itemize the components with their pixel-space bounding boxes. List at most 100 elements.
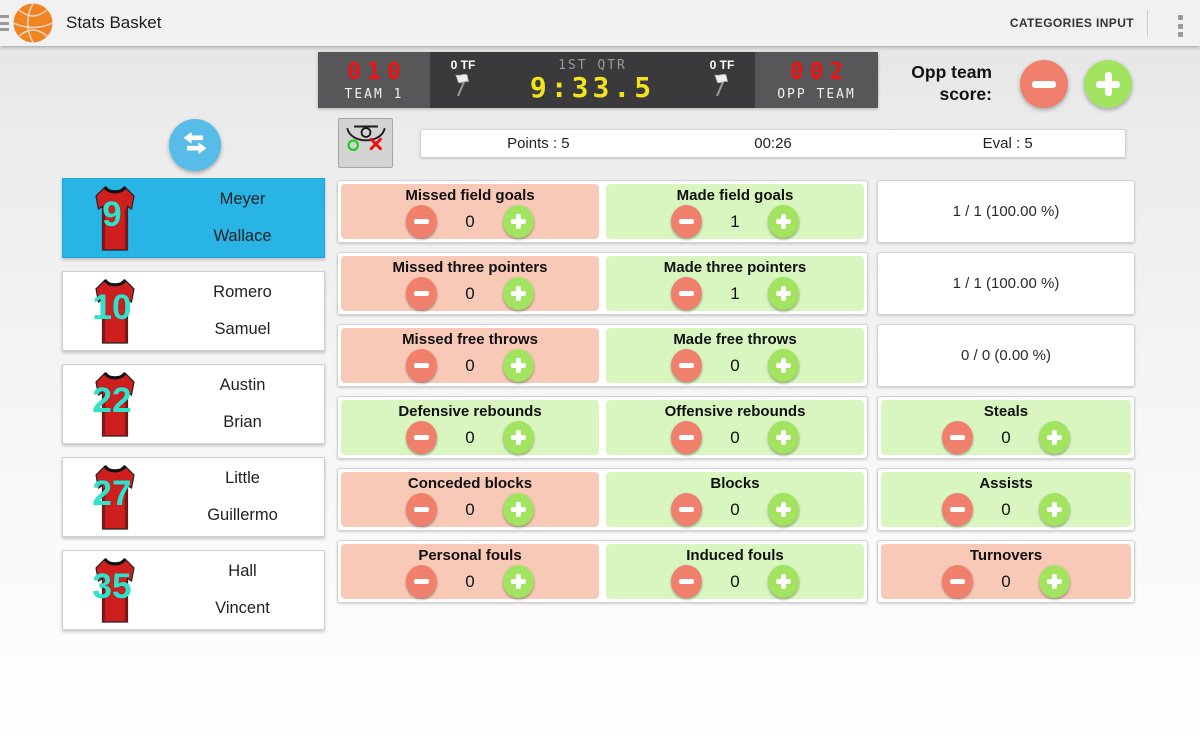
stat-value: 1 — [730, 283, 740, 303]
away-flag-icon — [711, 72, 733, 102]
stat-cell-steals[interactable]: Steals 0 — [881, 400, 1131, 455]
decrement-button[interactable] — [406, 349, 437, 382]
jersey-number: 22 — [92, 381, 132, 420]
menu-icon[interactable] — [0, 15, 9, 35]
decrement-button[interactable] — [671, 421, 702, 454]
increment-button[interactable] — [503, 565, 534, 598]
minus-icon — [679, 435, 694, 440]
stat-cell-missed-field-goals[interactable]: Missed field goals 0 — [341, 184, 599, 239]
increment-button[interactable] — [503, 349, 534, 382]
opp-score-decrement-button[interactable] — [1020, 60, 1068, 108]
decrement-button[interactable] — [671, 493, 702, 526]
decrement-button[interactable] — [406, 493, 437, 526]
increment-button[interactable] — [503, 277, 534, 310]
stat-cell-induced-fouls[interactable]: Induced fouls 0 — [606, 544, 864, 599]
player-card[interactable]: 35 Hall Vincent — [62, 550, 325, 630]
stat-cell-offensive-rebounds[interactable]: Offensive rebounds 0 — [606, 400, 864, 455]
increment-button[interactable] — [768, 205, 799, 238]
stat-label: Offensive rebounds — [664, 403, 806, 420]
scoreboard-away-panel: 002 OPP TEAM — [755, 52, 878, 108]
stat-side-group: Assists 0 — [877, 468, 1135, 531]
stat-summary: 0 / 0 (0.00 %) — [877, 324, 1135, 387]
decrement-button[interactable] — [942, 565, 973, 598]
shot-chart-button[interactable] — [338, 118, 393, 168]
stat-controls: 0 — [881, 421, 1131, 454]
player-last-name: Little — [225, 469, 260, 487]
decrement-button[interactable] — [671, 349, 702, 382]
increment-button[interactable] — [768, 277, 799, 310]
jersey-number: 27 — [92, 474, 132, 513]
minus-icon — [950, 579, 965, 584]
minus-icon — [679, 219, 694, 224]
stat-value: 0 — [1001, 571, 1011, 591]
stat-summary: 1 / 1 (100.00 %) — [877, 252, 1135, 315]
stat-cell-turnovers[interactable]: Turnovers 0 — [881, 544, 1131, 599]
stat-cell-group: Personal fouls 0 Induced fouls 0 — [337, 540, 868, 603]
increment-button[interactable] — [768, 565, 799, 598]
swap-player-button[interactable] — [169, 119, 221, 171]
swap-arrows-icon — [180, 129, 210, 162]
minus-icon — [950, 435, 965, 440]
increment-button[interactable] — [503, 493, 534, 526]
stat-cell-blocks[interactable]: Blocks 0 — [606, 472, 864, 527]
categories-input-button[interactable]: CATEGORIES INPUT — [1009, 16, 1134, 30]
scoreboard: 010 TEAM 1 0 TF 1ST QTR 9:33.5 0 TF — [318, 52, 878, 108]
increment-button[interactable] — [1039, 493, 1070, 526]
stat-cell-made-three-pointers[interactable]: Made three pointers 1 — [606, 256, 864, 311]
decrement-button[interactable] — [406, 565, 437, 598]
stat-value: 0 — [465, 499, 475, 519]
decrement-button[interactable] — [671, 205, 702, 238]
stat-controls: 1 — [606, 277, 864, 310]
away-timeouts: 0 TF — [709, 58, 735, 72]
increment-button[interactable] — [503, 421, 534, 454]
decrement-button[interactable] — [942, 421, 973, 454]
increment-button[interactable] — [768, 421, 799, 454]
decrement-button[interactable] — [671, 565, 702, 598]
player-card[interactable]: 22 Austin Brian — [62, 364, 325, 444]
decrement-button[interactable] — [406, 277, 437, 310]
stat-value: 0 — [730, 499, 740, 519]
minus-icon — [950, 507, 965, 512]
decrement-button[interactable] — [671, 277, 702, 310]
stat-cell-conceded-blocks[interactable]: Conceded blocks 0 — [341, 472, 599, 527]
player-card[interactable]: 10 Romero Samuel — [62, 271, 325, 351]
overflow-menu-icon[interactable] — [1178, 15, 1183, 41]
stat-row: Conceded blocks 0 Blocks 0 Assists 0 — [337, 468, 1135, 531]
minus-icon — [414, 579, 429, 584]
decrement-button[interactable] — [406, 421, 437, 454]
player-card[interactable]: 27 Little Guillermo — [62, 457, 325, 537]
stat-cell-assists[interactable]: Assists 0 — [881, 472, 1131, 527]
stat-controls: 0 — [881, 565, 1131, 598]
stat-cell-made-field-goals[interactable]: Made field goals 1 — [606, 184, 864, 239]
stat-controls: 0 — [341, 205, 599, 238]
stat-cell-defensive-rebounds[interactable]: Defensive rebounds 0 — [341, 400, 599, 455]
stat-cell-missed-three-pointers[interactable]: Missed three pointers 0 — [341, 256, 599, 311]
opp-score-increment-button[interactable] — [1084, 60, 1132, 108]
increment-button[interactable] — [768, 493, 799, 526]
stat-label: Turnovers — [969, 547, 1043, 564]
scoreboard-clock-panel: 0 TF 1ST QTR 9:33.5 0 TF — [430, 52, 755, 108]
stat-cell-group: Missed three pointers 0 Made three pointer… — [337, 252, 868, 315]
increment-button[interactable] — [503, 205, 534, 238]
player-first-name: Wallace — [213, 227, 272, 245]
player-card[interactable]: 9 Meyer Wallace — [62, 178, 325, 258]
elapsed-time: 00:26 — [754, 135, 792, 152]
stat-controls: 0 — [606, 493, 864, 526]
home-timeouts: 0 TF — [450, 58, 476, 72]
stat-row: Missed free throws 0 Made free throws 0 0 / … — [337, 324, 1135, 387]
stat-cell-made-free-throws[interactable]: Made free throws 0 — [606, 328, 864, 383]
stat-label: Missed three pointers — [392, 259, 548, 276]
player-last-name: Austin — [219, 376, 266, 394]
increment-button[interactable] — [1039, 565, 1070, 598]
decrement-button[interactable] — [406, 205, 437, 238]
stat-controls: 0 — [341, 349, 599, 382]
increment-button[interactable] — [768, 349, 799, 382]
stat-label: Defensive rebounds — [398, 403, 542, 420]
stat-cell-personal-fouls[interactable]: Personal fouls 0 — [341, 544, 599, 599]
page-title: Stats Basket — [66, 13, 162, 32]
increment-button[interactable] — [1039, 421, 1070, 454]
decrement-button[interactable] — [942, 493, 973, 526]
stat-value: 0 — [730, 571, 740, 591]
stat-cell-missed-free-throws[interactable]: Missed free throws 0 — [341, 328, 599, 383]
stat-controls: 0 — [341, 421, 599, 454]
